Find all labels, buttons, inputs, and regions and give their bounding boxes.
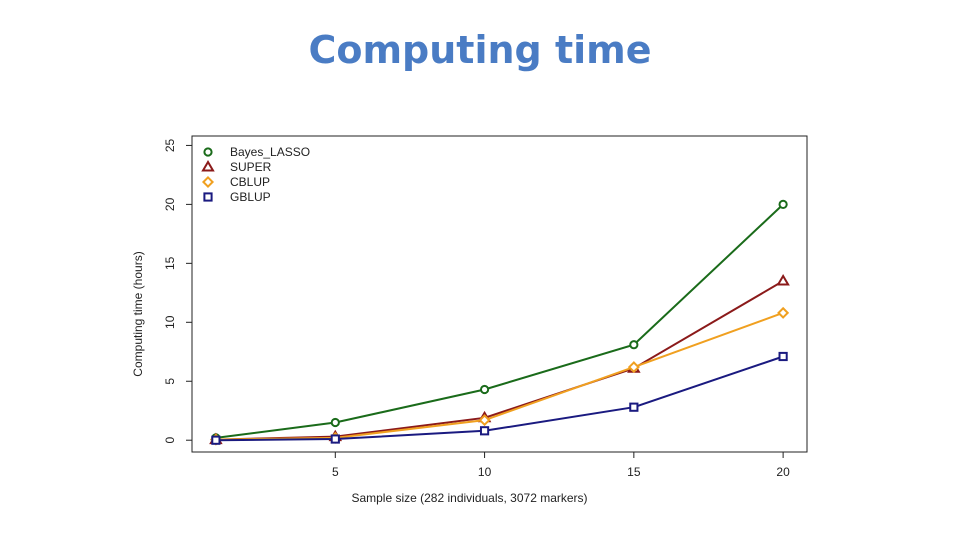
y-tick-label: 0	[163, 437, 177, 444]
y-tick-label: 15	[163, 256, 177, 270]
y-tick-label: 5	[163, 378, 177, 385]
data-point-bayes_lasso	[479, 384, 490, 395]
data-point-gblup	[629, 402, 639, 412]
y-axis-label: Computing time (hours)	[131, 251, 145, 376]
plot-area: 5 10 15 20 0 5 10 15 20 25 Sample size (282 indivi…	[131, 135, 808, 505]
line-chart: 5 10 15 20 0 5 10 15 20 25 Sample size (282 indivi…	[131, 135, 808, 505]
legend-label-super: SUPER	[230, 160, 272, 174]
legend-label-cblup: CBLUP	[230, 175, 270, 189]
legend-marker-gblup	[203, 192, 213, 202]
data-point-cblup	[627, 361, 640, 374]
y-tick-label: 20	[163, 197, 177, 211]
data-point-gblup	[778, 351, 788, 362]
legend-label-gblup: GBLUP	[230, 190, 271, 204]
x-tick-label: 15	[627, 465, 641, 479]
x-tick-label: 10	[478, 465, 492, 479]
data-point-super	[776, 274, 790, 286]
legend-label-bayes_lasso: Bayes_LASSO	[230, 145, 310, 159]
y-tick-label: 25	[163, 138, 177, 152]
x-axis-label: Sample size (282 individuals, 3072 marke…	[351, 491, 587, 505]
legend-marker-super	[201, 160, 215, 172]
y-tick-label: 10	[163, 315, 177, 329]
data-point-gblup	[330, 434, 340, 444]
data-point-cblup	[777, 306, 790, 319]
plot-frame	[191, 135, 808, 453]
x-tick-label: 5	[332, 465, 339, 479]
legend-marker-cblup	[201, 175, 215, 189]
data-point-bayes_lasso	[778, 199, 788, 209]
data-point-bayes_lasso	[330, 417, 340, 428]
slide-title: Computing time	[308, 28, 652, 72]
data-point-gblup	[479, 426, 490, 436]
x-tick-label: 20	[776, 465, 790, 479]
data-point-bayes_lasso	[629, 340, 639, 350]
series-line-bayes_lasso	[215, 203, 784, 439]
legend-marker-bayes_lasso	[203, 147, 213, 157]
data-point-gblup	[211, 435, 221, 445]
data-point-cblup	[478, 414, 491, 427]
